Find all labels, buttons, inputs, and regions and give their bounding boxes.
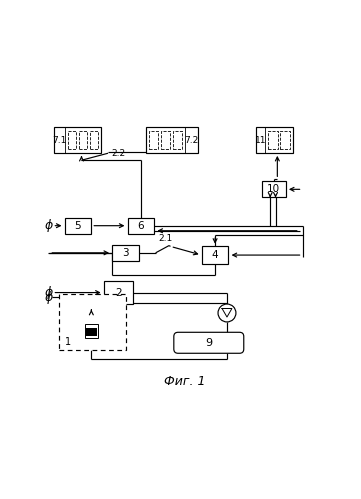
Bar [161, 131, 170, 149]
Text: 2.1: 2.1 [158, 234, 172, 243]
Bar [173, 131, 182, 149]
Bar [84, 324, 98, 338]
Text: Фиг. 1: Фиг. 1 [164, 375, 206, 388]
Bar [90, 131, 98, 149]
Bar [112, 245, 139, 261]
Text: 2.2: 2.2 [112, 149, 126, 158]
Text: 3: 3 [122, 248, 129, 258]
Text: 2: 2 [115, 287, 122, 297]
Bar [256, 128, 293, 153]
Text: $\phi$: $\phi$ [44, 217, 53, 234]
Bar [59, 294, 126, 350]
Text: 10: 10 [267, 184, 280, 194]
Bar [104, 281, 133, 304]
Text: 7.1: 7.1 [52, 136, 67, 145]
Text: 5: 5 [75, 221, 81, 231]
Bar [149, 131, 158, 149]
Bar [68, 131, 77, 149]
Bar [268, 131, 278, 149]
FancyBboxPatch shape [174, 332, 244, 353]
Bar [262, 181, 286, 198]
Text: 1: 1 [65, 336, 71, 347]
Text: 4: 4 [212, 250, 218, 260]
Bar [280, 131, 290, 149]
Bar [86, 328, 97, 336]
Text: 7.2: 7.2 [184, 136, 198, 145]
Bar [202, 247, 229, 264]
Bar [128, 218, 154, 234]
Text: $\phi$: $\phi$ [44, 284, 53, 301]
Bar [65, 218, 91, 234]
Bar [146, 128, 197, 153]
Text: 9: 9 [205, 338, 212, 348]
Bar [53, 128, 101, 153]
Text: 11: 11 [255, 136, 267, 145]
Text: $\phi$: $\phi$ [44, 289, 53, 306]
Circle shape [218, 304, 236, 322]
Bar [79, 131, 87, 149]
Text: 6: 6 [138, 221, 144, 231]
